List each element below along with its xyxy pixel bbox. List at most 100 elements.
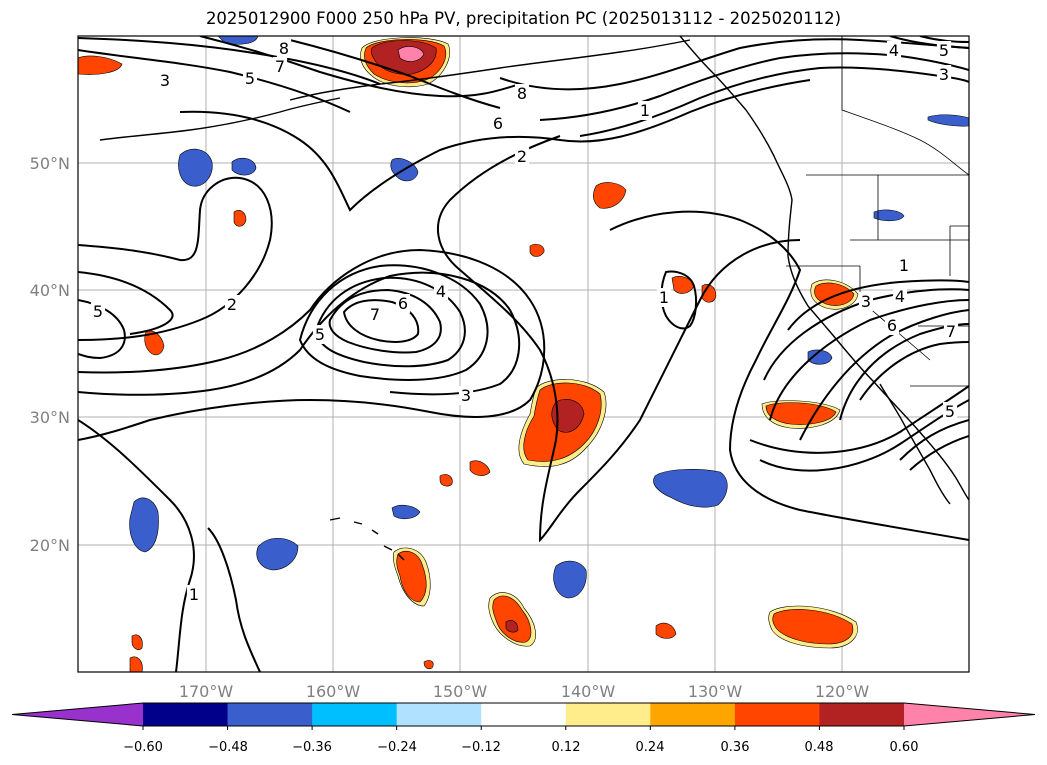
pos-anomaly-blob (396, 551, 427, 603)
colorbar-tick-label: −0.60 (123, 740, 163, 755)
pos-anomaly-blob (655, 622, 677, 639)
contour-label-halo (224, 295, 240, 314)
contour-label: 2 (517, 147, 527, 166)
lat-tick-label: 50°N (30, 154, 70, 173)
contour-label: 3 (461, 386, 471, 405)
latitude-labels: 50°N 40°N 30°N 20°N (30, 154, 70, 555)
pos-anomaly-blob (529, 243, 545, 257)
colorbar-segment (312, 703, 398, 726)
pos-anomaly-blob (439, 474, 453, 487)
contour-label-halo (886, 41, 902, 60)
lon-tick-label: 140°W (561, 682, 616, 701)
contour-label: 3 (861, 292, 871, 311)
pv-contour (539, 52, 969, 121)
pv-contour (314, 276, 466, 368)
pv-contour (78, 299, 126, 360)
colorbar-segment (565, 703, 651, 726)
pv-contour (78, 271, 521, 396)
colorbar-segment (650, 703, 736, 726)
contour-label: 4 (895, 287, 905, 306)
pv-contour (436, 135, 801, 543)
colorbar-tick-label: −0.12 (461, 740, 501, 755)
pv-contour (78, 271, 174, 335)
contour-label-halo (637, 101, 653, 120)
pos-anomaly-blob (593, 182, 627, 209)
pv-contour (919, 36, 969, 43)
contour-label-halo (458, 386, 474, 405)
lat-tick-label: 30°N (30, 408, 70, 427)
contour-label-halo (656, 288, 672, 307)
pv-contours (78, 36, 969, 672)
pv-contour (78, 49, 351, 113)
contour-label: 1 (659, 288, 669, 307)
contour-label-halo (272, 57, 288, 76)
colorbar-segment (734, 703, 820, 726)
contour-label: 5 (93, 302, 103, 321)
contour-label: 3 (939, 65, 949, 84)
neg-anomaly-blob (553, 560, 587, 599)
contour-label-halo (936, 65, 952, 84)
pos-anomaly-blob (423, 660, 434, 670)
lon-tick-label: 150°W (433, 682, 488, 701)
longitude-labels: 170°W 160°W 150°W 140°W 130°W 120°W (179, 682, 870, 701)
contour-label-halo (312, 325, 328, 344)
colorbar-segment (227, 703, 313, 726)
lon-tick-label: 170°W (179, 682, 234, 701)
pos-anomaly-blob (551, 399, 585, 433)
colorbar (11, 702, 1036, 730)
contour-label: 6 (493, 114, 503, 133)
contour-labels: 3 5 7 8 6 2 8 1 4 5 3 2 5 4 6 7 5 3 1 1 … (90, 39, 959, 604)
pv-contour (289, 39, 501, 109)
pos-anomaly-blob (131, 634, 143, 650)
contour-label-halo (157, 71, 173, 90)
pv-contour (78, 419, 195, 672)
pv-contour (78, 176, 273, 341)
contour-label: 4 (436, 282, 446, 301)
colorbar-tick-label: 0.36 (721, 740, 750, 755)
coastlines (99, 36, 969, 561)
pv-contour (298, 264, 489, 381)
contour-label-halo (186, 585, 202, 604)
pv-contour (899, 419, 969, 461)
pos-anomaly-blob (505, 620, 519, 633)
colorbar-segment (481, 703, 567, 726)
graticule (78, 36, 969, 672)
contour-label: 7 (370, 305, 380, 324)
pv-contour (909, 435, 969, 471)
pv-contour (78, 37, 381, 85)
colorbar-tick-label: 0.60 (890, 740, 919, 755)
contour-label-halo (936, 41, 952, 60)
contour-label-halo (896, 256, 912, 275)
contour-label: 2 (227, 295, 237, 314)
contour-label: 8 (517, 84, 527, 103)
contour-label: 1 (640, 101, 650, 120)
pos-anomaly-blob (233, 210, 247, 227)
contour-label-halo (514, 147, 530, 166)
neg-anomaly-blob (873, 209, 905, 222)
map-content: 3 5 7 8 6 2 8 1 4 5 3 2 5 4 6 7 5 3 1 1 … (78, 36, 969, 672)
colorbar-segment (143, 703, 229, 726)
contour-label: 5 (945, 402, 955, 421)
contour-label-halo (858, 292, 874, 311)
lat-tick-label: 20°N (30, 536, 70, 555)
contour-label: 5 (245, 69, 255, 88)
neg-anomaly-blob (927, 114, 969, 127)
aleutian-islands (99, 97, 341, 141)
neg-anomaly-blob (129, 497, 159, 553)
pos-anomaly-blob (129, 656, 143, 672)
contour-label-halo (942, 402, 958, 421)
hawaiian-islands (329, 517, 405, 561)
neg-anomaly-blob (653, 469, 728, 508)
map-frame (77, 35, 970, 673)
pv-contour (342, 299, 420, 343)
neg-anomaly-blob (256, 537, 299, 571)
pv-contour (609, 210, 969, 541)
pv-contour (328, 288, 442, 354)
lon-tick-label: 130°W (688, 682, 743, 701)
neg-anomaly-blob (391, 504, 421, 520)
pos-anomaly-blob (772, 609, 854, 645)
contour-label: 6 (398, 294, 408, 313)
pos-anomaly-blob (492, 595, 532, 643)
contour-label-halo (884, 316, 900, 335)
